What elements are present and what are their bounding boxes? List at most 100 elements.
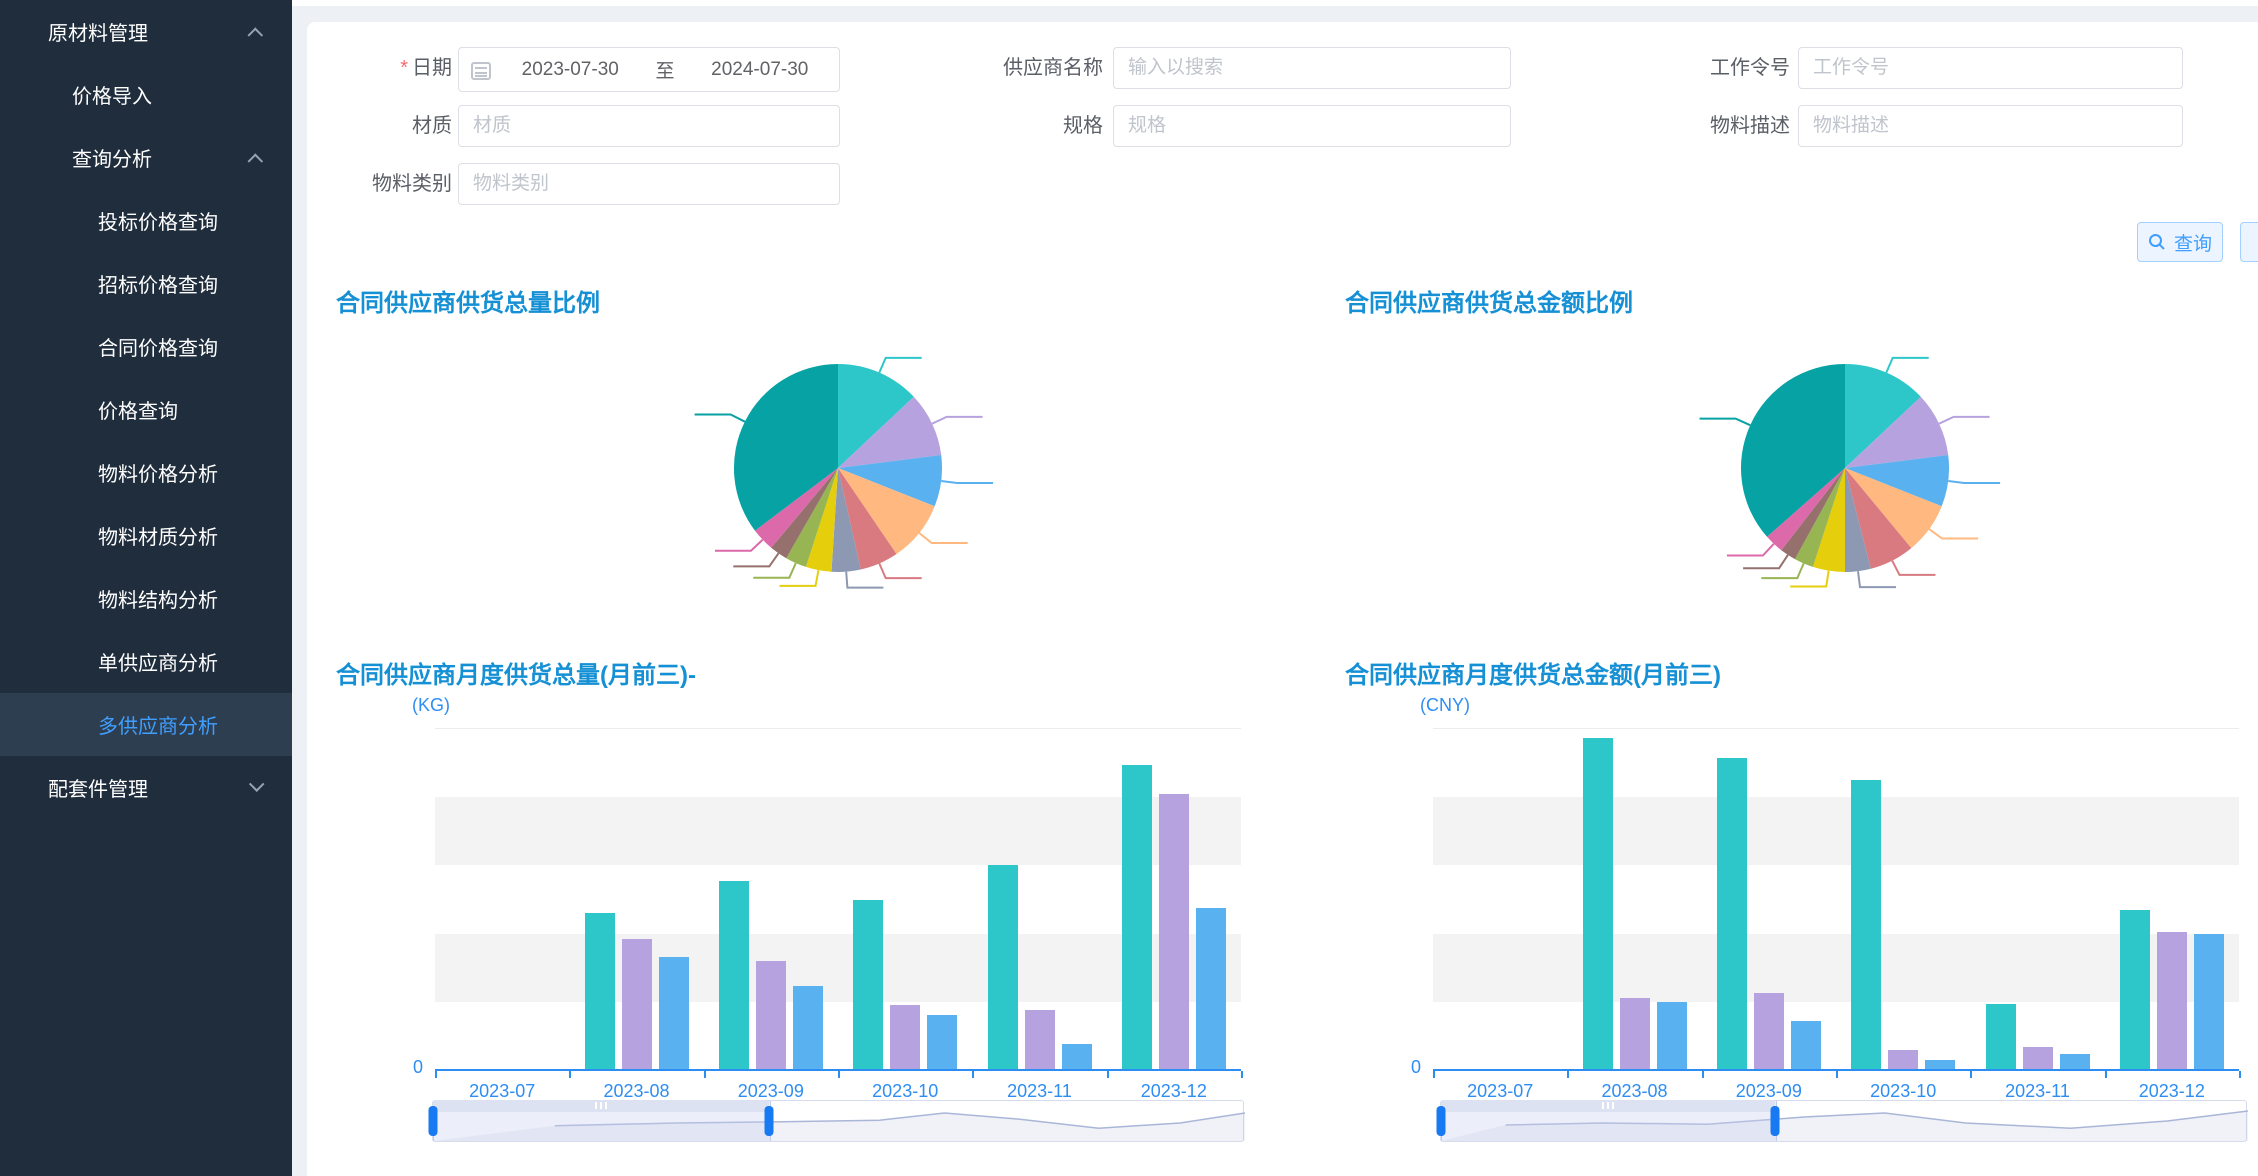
date-end[interactable]: 2024-07-30	[711, 58, 809, 80]
material-input[interactable]	[458, 105, 840, 147]
x-axis-label-2023-11: 2023-11	[1007, 1081, 1072, 1101]
date-start[interactable]: 2023-07-30	[521, 58, 619, 80]
search-icon	[2148, 234, 2165, 250]
bar-series3-2023-09	[1790, 1020, 1821, 1070]
grid-band	[435, 797, 1241, 866]
bar-series2-2023-10	[1888, 1049, 1919, 1070]
x-axis-label-2023-08: 2023-08	[603, 1081, 670, 1101]
grid-band	[1433, 865, 2239, 933]
axis-tick	[435, 1071, 437, 1078]
material-desc-input[interactable]	[1798, 105, 2183, 147]
query-button[interactable]: 查询	[2137, 222, 2223, 262]
sidebar-item-2[interactable]: 价格导入	[0, 63, 292, 126]
x-axis-label-2023-10: 2023-10	[872, 1081, 939, 1101]
sidebar-item-3[interactable]: 查询分析	[0, 126, 292, 189]
bar-series2-2023-09	[1753, 993, 1784, 1070]
bar-chart-1-plot[interactable]	[435, 728, 1241, 1070]
pie-slice-11	[1740, 364, 1845, 537]
pie-label-line	[1726, 543, 1775, 557]
grid-band	[435, 865, 1241, 933]
pie-chart-1[interactable]	[623, 298, 1053, 638]
bar-series2-2023-12	[1158, 793, 1189, 1070]
datazoom-grip-icon	[595, 1102, 608, 1109]
bar-series2-2023-12	[2156, 931, 2187, 1070]
bar-series3-2023-10	[927, 1015, 958, 1070]
pie-label-line	[1743, 554, 1789, 570]
sidebar-item-9[interactable]: 物料材质分析	[0, 504, 292, 567]
pie-slice-1	[1845, 364, 1921, 468]
bar-series1-2023-11	[1985, 1003, 2016, 1070]
x-axis	[1433, 1069, 2241, 1078]
supplier-label: 供应商名称	[1003, 57, 1103, 79]
pie-slice-7	[805, 468, 838, 572]
chevron-up-icon	[248, 25, 265, 42]
pie-label-line	[918, 532, 968, 544]
required-star: *	[400, 57, 408, 79]
sidebar-item-11[interactable]: 单供应商分析	[0, 630, 292, 693]
pie-slice-9	[771, 468, 838, 559]
query-button-label: 查询	[2173, 233, 2212, 255]
datazoom-handle-left[interactable]	[428, 1106, 438, 1136]
pie-chart-2[interactable]	[1630, 298, 2060, 638]
bar-series1-2023-09	[718, 880, 749, 1070]
datazoom-shadow-line	[555, 1113, 1245, 1128]
datazoom-grip-icon	[1602, 1102, 1615, 1109]
chart-title-4: 合同供应商月度供货总金额(月前三)	[1345, 662, 1721, 689]
sidebar-item-label: 价格导入	[72, 86, 152, 108]
sidebar-item-label: 物料价格分析	[98, 464, 218, 486]
chevron-down-icon	[248, 777, 265, 794]
bar-series1-2023-08	[584, 913, 615, 1070]
sidebar-item-6[interactable]: 合同价格查询	[0, 315, 292, 378]
sidebar-item-5[interactable]: 招标价格查询	[0, 252, 292, 315]
bar-series1-2023-10	[853, 899, 884, 1070]
sidebar-item-10[interactable]: 物料结构分析	[0, 567, 292, 630]
pie-label-line	[878, 563, 922, 580]
date-separator: 至	[655, 61, 675, 82]
x-axis-label-2023-09: 2023-09	[1735, 1081, 1802, 1101]
sidebar-item-13[interactable]: 配套件管理	[0, 756, 292, 819]
sidebar-item-8[interactable]: 物料价格分析	[0, 441, 292, 504]
pie-slice-10	[755, 468, 838, 548]
sidebar-item-12[interactable]: 多供应商分析	[0, 693, 292, 756]
datazoom-handle-right[interactable]	[1770, 1106, 1780, 1136]
work-order-input[interactable]	[1798, 47, 2183, 89]
sidebar-item-4[interactable]: 投标价格查询	[0, 189, 292, 252]
bar-chart-2-plot[interactable]	[1433, 728, 2239, 1070]
pie-label-line	[878, 356, 922, 373]
bar-series2-2023-11	[2022, 1046, 2053, 1070]
datazoom-handle-right[interactable]	[764, 1106, 774, 1136]
pie-label-line	[1948, 480, 2001, 484]
x-axis-label-2023-08: 2023-08	[1601, 1081, 1668, 1101]
datazoom-slider[interactable]	[428, 1100, 1245, 1142]
sidebar-item-label: 物料材质分析	[98, 527, 218, 549]
pie-slice-10	[1767, 468, 1845, 551]
pie-slice-8	[786, 468, 838, 567]
spec-input[interactable]	[1113, 105, 1511, 147]
pie-slice-3	[1845, 455, 1950, 507]
datazoom-handle-left[interactable]	[1436, 1106, 1446, 1136]
pie-label-line	[1891, 560, 1936, 576]
pie-slice-5	[1845, 468, 1912, 569]
sidebar-item-1[interactable]: 原材料管理	[0, 0, 292, 63]
date-range-input[interactable]: 2023-07-30 至 2024-07-30	[458, 47, 840, 92]
pie-label-line	[694, 413, 746, 423]
chevron-up-icon	[248, 151, 265, 168]
sidebar-item-label: 招标价格查询	[98, 275, 218, 297]
material-category-input[interactable]	[458, 163, 840, 205]
secondary-button-cutoff[interactable]	[2240, 222, 2258, 262]
datazoom-move-handle[interactable]	[1441, 1100, 1776, 1112]
datazoom-slider[interactable]	[1436, 1100, 2248, 1142]
x-axis-label-2023-09: 2023-09	[737, 1081, 804, 1101]
grid-band	[1433, 729, 2239, 797]
supplier-input[interactable]	[1113, 47, 1511, 89]
bar-series1-2023-12	[2119, 909, 2150, 1070]
pie-label-line	[1928, 528, 1979, 540]
pie-slice-11	[733, 364, 838, 531]
datazoom-move-handle[interactable]	[433, 1100, 770, 1112]
axis-tick	[1106, 1071, 1109, 1078]
pie-slice-3	[838, 455, 943, 507]
sidebar-item-7[interactable]: 价格查询	[0, 378, 292, 441]
axis-tick	[1836, 1071, 1838, 1078]
pie-slice-6	[1845, 468, 1871, 572]
chart-title-1: 合同供应商供货总量比例	[336, 290, 600, 317]
